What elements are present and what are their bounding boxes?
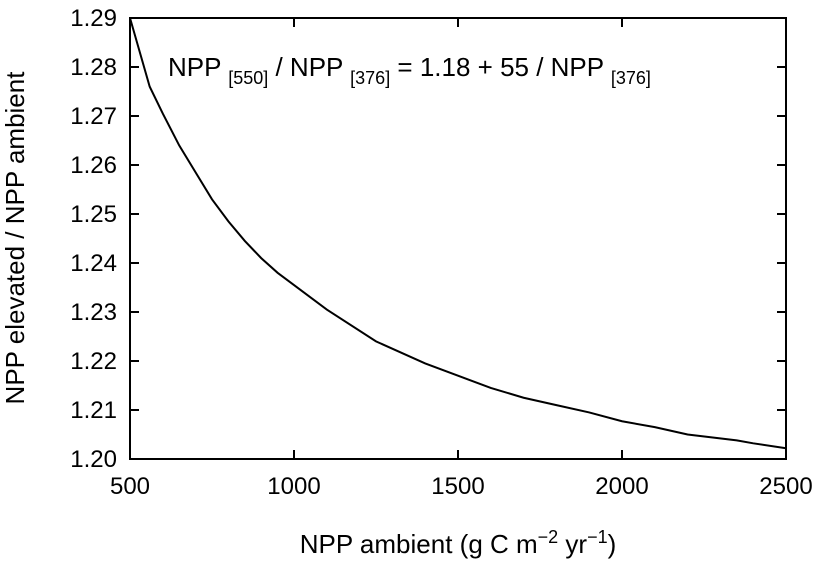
y-tick-label: 1.22 xyxy=(70,348,117,375)
x-tick-label: 500 xyxy=(110,473,150,500)
series-line xyxy=(129,17,787,450)
y-tick-label: 1.29 xyxy=(70,5,117,32)
tick-labels: 500 1000 1500 2000 2500 1.20 1.21 1.22 1.23 1.24 1… xyxy=(70,5,812,500)
x-tick-label: 2500 xyxy=(759,473,812,500)
y-tick-label: 1.20 xyxy=(70,446,117,473)
x-tick-label: 1000 xyxy=(267,473,320,500)
y-tick-label: 1.27 xyxy=(70,103,117,130)
y-tick-label: 1.25 xyxy=(70,201,117,228)
y-tick-label: 1.23 xyxy=(70,299,117,326)
x-tick-label: 1500 xyxy=(431,473,484,500)
ticks xyxy=(129,17,787,460)
x-axis-label: NPP ambient (g C m−2 yr−1) xyxy=(300,527,617,559)
x-tick-label: 2000 xyxy=(595,473,648,500)
y-tick-label: 1.28 xyxy=(70,54,117,81)
y-tick-label: 1.26 xyxy=(70,152,117,179)
y-tick-label: 1.24 xyxy=(70,250,117,277)
y-axis-label: NPP elevated / NPP ambient xyxy=(0,71,30,405)
y-tick-label: 1.21 xyxy=(70,397,117,424)
annotation-equation: NPP [550] / NPP [376] = 1.18 + 55 / NPP … xyxy=(168,52,651,88)
